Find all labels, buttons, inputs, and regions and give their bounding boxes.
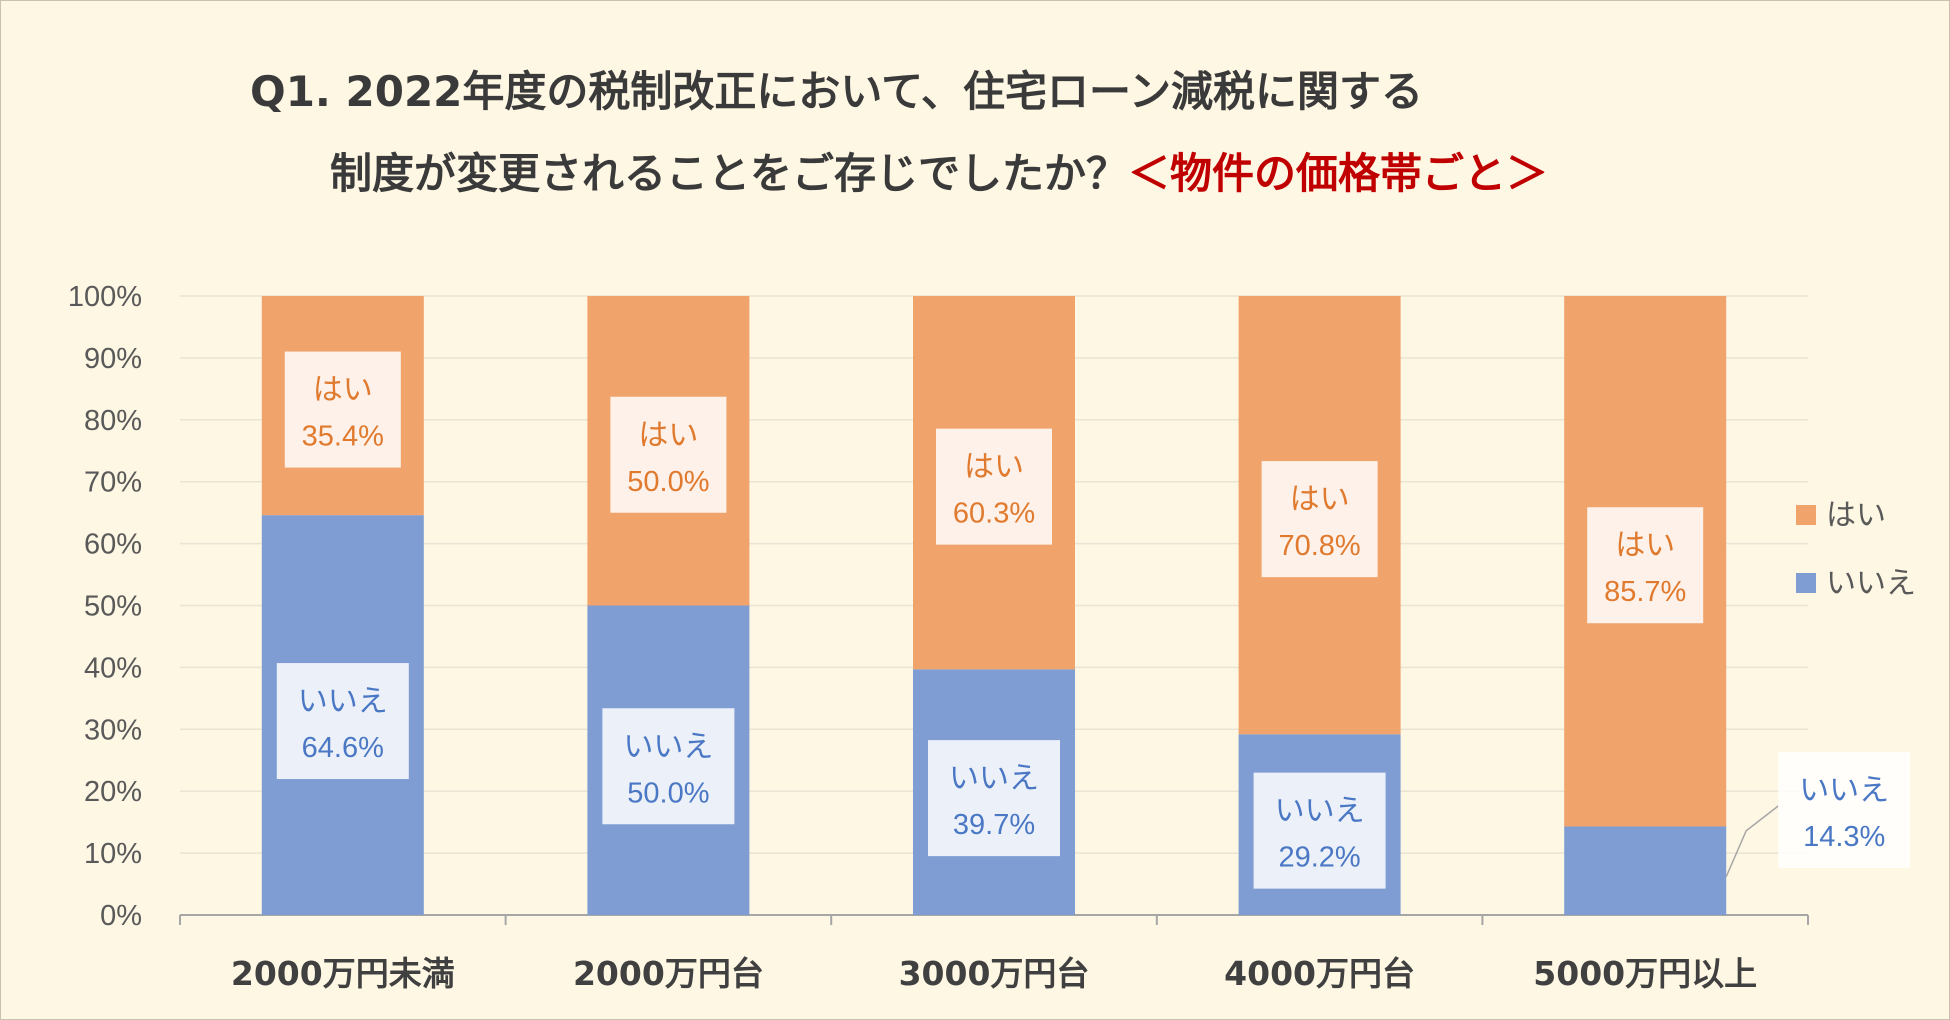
legend-label: はい xyxy=(1826,498,1886,533)
data-label-series: はい xyxy=(1290,482,1350,517)
data-label-box xyxy=(928,740,1060,857)
data-label-series: いいえ xyxy=(298,684,388,719)
data-label-box xyxy=(610,396,727,513)
y-tick-label: 10% xyxy=(84,838,142,870)
x-category-label: 4000万円台 xyxy=(1224,954,1415,993)
data-label-value: 14.3% xyxy=(1803,821,1885,853)
data-label-value: 35.4% xyxy=(302,421,384,453)
data-label-value: 85.7% xyxy=(1604,576,1686,608)
data-label-series: いいえ xyxy=(1799,773,1889,808)
data-label-series: はい xyxy=(964,450,1024,485)
y-tick-label: 60% xyxy=(84,529,142,561)
y-tick-label: 100% xyxy=(68,281,142,313)
data-label-box xyxy=(936,428,1052,545)
data-label-yes: はい 50.0% xyxy=(610,396,727,513)
data-label-value: 64.6% xyxy=(302,732,384,764)
data-label-box xyxy=(1778,752,1911,868)
data-label-value: 39.7% xyxy=(953,809,1035,841)
data-label-yes: はい 70.8% xyxy=(1261,461,1378,578)
data-label-box xyxy=(1261,461,1378,578)
data-label-series: はい xyxy=(638,418,698,453)
y-tick-label: 0% xyxy=(100,900,142,932)
data-label-no: いいえ 50.0% xyxy=(602,708,735,825)
data-label-series: はい xyxy=(1615,528,1675,563)
x-category-label: 2000万円未満 xyxy=(231,954,455,993)
data-label-value: 60.3% xyxy=(953,498,1035,530)
data-label-value: 50.0% xyxy=(627,466,709,498)
title-accent: ＜物件の価格帯ごと＞ xyxy=(1128,149,1549,198)
legend-label: いいえ xyxy=(1826,566,1916,601)
data-label-value: 29.2% xyxy=(1278,842,1360,874)
data-label-no: いいえ 64.6% xyxy=(276,663,409,780)
data-label-yes: はい 35.4% xyxy=(284,351,401,468)
bar-no xyxy=(1564,826,1727,915)
title-line-2: 制度が変更されることをご存じでしたか？＜物件の価格帯ごと＞ xyxy=(330,140,1548,201)
data-label-value: 50.0% xyxy=(627,777,709,809)
data-label-no: いいえ 14.3% xyxy=(1778,752,1911,868)
data-label-series: いいえ xyxy=(949,761,1039,796)
title-line-2-text: 制度が変更されることをご存じでしたか？ xyxy=(330,149,1129,198)
data-label-box xyxy=(276,663,409,780)
data-label-value: 70.8% xyxy=(1278,530,1360,562)
x-category-label: 3000万円台 xyxy=(899,954,1090,993)
x-category-label: 2000万円台 xyxy=(573,954,764,993)
data-label-series: はい xyxy=(313,373,373,408)
data-label-yes: はい 85.7% xyxy=(1587,507,1704,624)
title-line-1: Q1. 2022年度の税制改正において、住宅ローン減税に関する xyxy=(250,67,1423,116)
data-label-no: いいえ 39.7% xyxy=(928,740,1060,857)
x-category-label: 5000万円以上 xyxy=(1533,954,1757,993)
y-tick-label: 20% xyxy=(84,776,142,808)
y-tick-label: 50% xyxy=(84,591,142,623)
data-label-series: いいえ xyxy=(1275,794,1365,829)
data-label-series: いいえ xyxy=(623,729,713,764)
y-tick-label: 40% xyxy=(84,652,142,684)
data-label-yes: はい 60.3% xyxy=(936,428,1052,545)
y-tick-label: 30% xyxy=(84,714,142,746)
y-tick-label: 70% xyxy=(84,467,142,499)
data-label-box xyxy=(1587,507,1704,624)
y-tick-label: 90% xyxy=(84,343,142,375)
data-label-box xyxy=(1253,772,1386,889)
y-tick-label: 80% xyxy=(84,405,142,437)
legend-swatch xyxy=(1796,573,1816,593)
data-label-box xyxy=(602,708,735,825)
leader-line xyxy=(1725,805,1779,878)
data-label-box xyxy=(284,351,401,468)
data-label-no: いいえ 29.2% xyxy=(1253,772,1386,889)
legend-swatch xyxy=(1796,505,1816,525)
